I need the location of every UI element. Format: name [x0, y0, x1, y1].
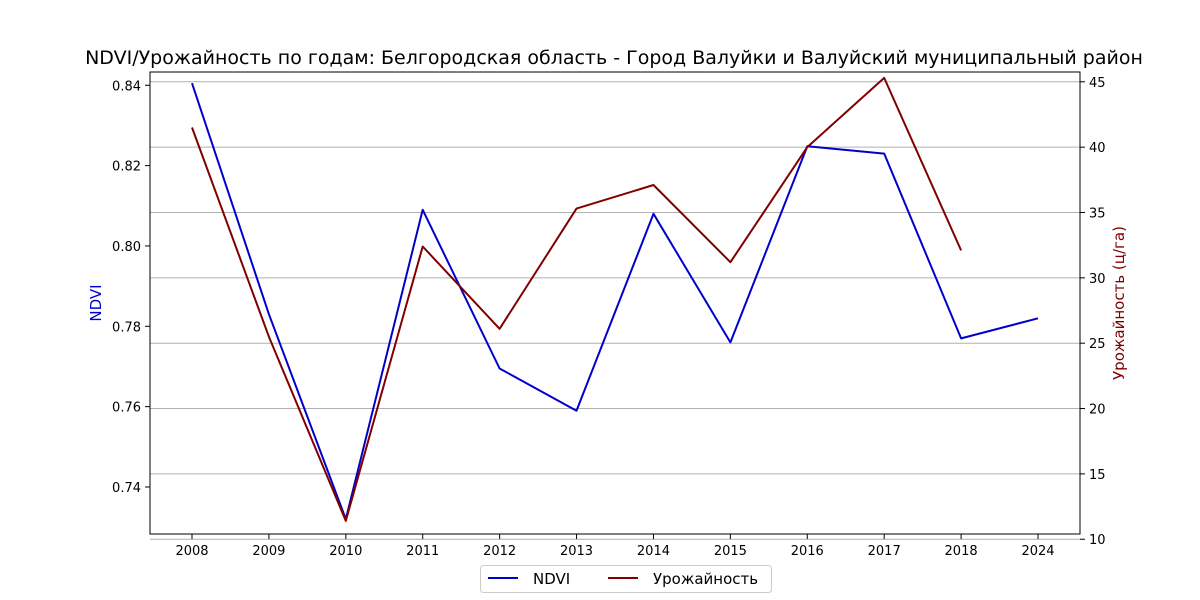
- x-tick-label: 2010: [329, 544, 362, 559]
- legend-label: NDVI: [533, 570, 570, 588]
- right-tick-label: 20: [1089, 403, 1106, 418]
- left-tick-label: 0.76: [112, 401, 141, 416]
- left-axis-label: NDVI: [87, 284, 105, 321]
- x-tick-label: 2017: [868, 544, 901, 559]
- x-axis-ticks: 2008 2009 2010 2011 2012 2013 2014 2015 2016 2017…: [175, 534, 1055, 559]
- left-axis-ticks: 0.74 0.76 0.78 0.80 0.82 0.84: [112, 79, 150, 496]
- x-tick-label: 2011: [406, 544, 439, 559]
- right-tick-label: 40: [1089, 141, 1106, 156]
- x-tick-label: 2024: [1021, 544, 1054, 559]
- x-tick-label: 2014: [637, 544, 670, 559]
- x-tick-label: 2016: [791, 544, 824, 559]
- legend: NDVI Урожайность: [480, 565, 772, 593]
- x-tick-label: 2012: [483, 544, 516, 559]
- series-lines: [191, 76, 1039, 522]
- series-line: [191, 82, 1039, 521]
- plot-border: [149, 71, 1081, 535]
- x-tick-label: 2018: [945, 544, 978, 559]
- right-axis-label: Урожайность (ц/га): [1110, 226, 1128, 380]
- x-tick-label: 2013: [560, 544, 593, 559]
- x-tick-label: 2008: [175, 544, 208, 559]
- plot-frame: [149, 71, 1081, 535]
- right-tick-label: 35: [1089, 206, 1106, 221]
- right-tick-label: 10: [1089, 533, 1106, 548]
- left-tick-label: 0.80: [112, 240, 141, 255]
- left-tick-label: 0.82: [112, 160, 141, 175]
- right-axis-ticks: 10 15 20 25 30 35 40 45: [1080, 76, 1106, 548]
- left-tick-label: 0.78: [112, 320, 141, 335]
- right-tick-label: 30: [1089, 272, 1106, 287]
- right-tick-label: 25: [1089, 337, 1106, 352]
- x-tick-label: 2015: [714, 544, 747, 559]
- left-tick-label: 0.84: [112, 79, 141, 94]
- right-tick-label: 45: [1089, 76, 1106, 91]
- legend-label: Урожайность: [653, 570, 758, 588]
- series-line: [191, 76, 963, 522]
- x-tick-label: 2009: [252, 544, 285, 559]
- left-tick-label: 0.74: [112, 481, 141, 496]
- chart-title: NDVI/Урожайность по годам: Белгородская …: [85, 47, 1143, 69]
- right-tick-label: 15: [1089, 468, 1106, 483]
